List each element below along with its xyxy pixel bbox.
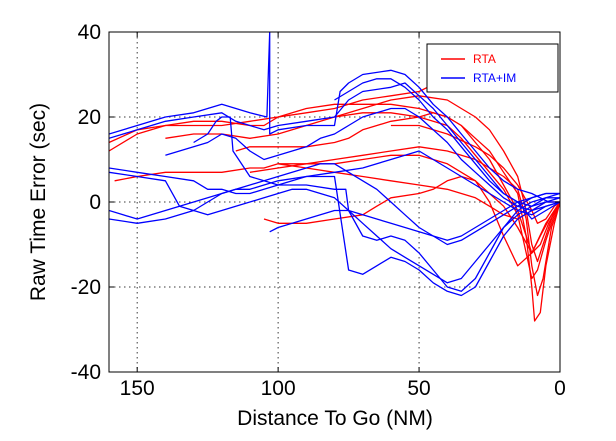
x-tick-label: 0: [554, 377, 566, 400]
series-line-rta-im: [109, 175, 560, 297]
x-tick-label: 100: [261, 377, 296, 400]
y-tick-label: 20: [78, 106, 101, 129]
y-tick-label: 0: [89, 191, 101, 214]
y-axis-title: Raw Time Error (sec): [27, 103, 50, 301]
x-tick-label: 50: [407, 377, 430, 400]
series-line-rta: [235, 112, 560, 254]
series-line-rta-im: [334, 78, 560, 207]
series-line-rta: [390, 124, 560, 224]
legend-label-rta-im: RTA+IM: [473, 71, 516, 85]
y-tick-label: -40: [71, 361, 101, 384]
series-line-rta-im: [193, 116, 560, 292]
series-line-rta-im: [109, 150, 560, 216]
x-axis-title: Distance To Go (NM): [237, 407, 433, 430]
series-line-rta: [334, 95, 560, 263]
series-line-rta: [165, 112, 560, 280]
y-tick-label: -20: [71, 276, 101, 299]
series-line-rta-im: [269, 192, 560, 241]
series-line-rta-im: [109, 163, 560, 246]
y-tick-label: 40: [78, 21, 101, 44]
legend-label-rta: RTA: [473, 52, 496, 66]
ticks: 150 100 50 0 -40 -20 0 20 40: [71, 21, 566, 400]
legend-box: [426, 43, 559, 93]
series-line-rta: [114, 154, 560, 267]
series-line-rta: [109, 86, 428, 152]
plot-lines: [109, 32, 560, 322]
series-line-rta-im: [165, 107, 560, 212]
series-line-rta-im: [109, 32, 560, 203]
x-tick-label: 150: [120, 377, 155, 400]
legend: RTA RTA+IM: [426, 43, 559, 93]
